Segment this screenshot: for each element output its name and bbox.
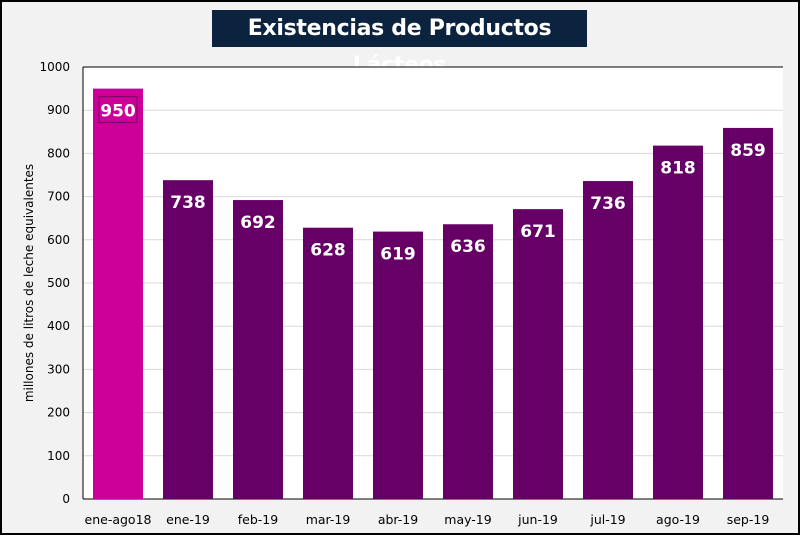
y-tick-label: 700: [47, 190, 70, 204]
value-label: 628: [310, 241, 346, 261]
y-tick-label: 300: [47, 362, 70, 376]
bar: [163, 180, 213, 499]
value-label: 619: [380, 245, 416, 265]
bar: [653, 145, 703, 499]
x-tick-label: sep-19: [727, 512, 770, 527]
value-label: 738: [170, 193, 206, 213]
bar: [303, 227, 353, 500]
bar: [723, 127, 773, 500]
y-tick-label: 400: [47, 319, 70, 333]
value-label: 736: [590, 194, 626, 214]
bar: [583, 181, 633, 499]
x-tick-label: mar-19: [306, 512, 351, 527]
y-tick-label: 0: [62, 492, 70, 506]
value-label-box: [98, 96, 138, 124]
x-tick-label: jul-19: [589, 512, 625, 527]
x-tick-label: ene-19: [166, 512, 210, 527]
x-tick-label: jun-19: [517, 512, 558, 527]
y-axis-label: millones de litros de leche equivalentes: [22, 164, 36, 402]
y-tick-label: 900: [47, 103, 70, 117]
value-label: 671: [520, 222, 556, 242]
y-tick-label: 800: [47, 146, 70, 160]
bar: [373, 231, 423, 500]
y-tick-label: 500: [47, 276, 70, 290]
value-label: 692: [240, 213, 276, 233]
x-tick-label: feb-19: [238, 512, 278, 527]
y-tick-label: 600: [47, 233, 70, 247]
bar: [233, 200, 283, 499]
bar: [93, 88, 143, 499]
value-label: 859: [730, 141, 766, 161]
value-label: 950: [100, 102, 136, 122]
y-tick-label: 100: [47, 449, 70, 463]
x-tick-label: abr-19: [378, 512, 418, 527]
y-tick-label: 1000: [39, 60, 70, 74]
bar: [443, 224, 493, 500]
value-label: 636: [450, 237, 486, 257]
y-tick-label: 200: [47, 406, 70, 420]
value-label: 818: [660, 159, 696, 179]
x-tick-label: ene-ago18: [85, 512, 152, 527]
x-tick-label: ago-19: [656, 512, 700, 527]
bar: [513, 209, 563, 500]
x-tick-label: may-19: [444, 512, 491, 527]
